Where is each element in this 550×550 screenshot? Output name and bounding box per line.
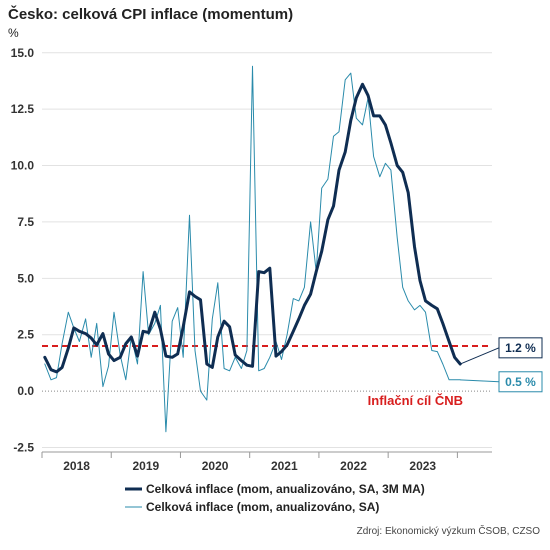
end-label-raw: 0.5 % <box>505 375 536 389</box>
legend: Celková inflace (mom, anualizováno, SA, … <box>125 482 425 514</box>
y-tick-label: 10.0 <box>11 159 35 173</box>
series-raw <box>44 65 461 433</box>
end-label-ma: 1.2 % <box>505 341 536 355</box>
y-tick-label: 12.5 <box>11 102 35 116</box>
series-ma <box>43 82 462 374</box>
y-tick-label: -2.5 <box>13 440 34 454</box>
grid-lines <box>42 52 492 448</box>
chart-title: Česko: celková CPI inflace (momentum) <box>8 6 294 23</box>
y-tick-label: 0.0 <box>17 384 34 398</box>
x-tick-label: 2023 <box>409 459 436 473</box>
x-axis: 2018 2019 2020 2021 2022 2023 <box>41 451 492 473</box>
y-tick-label: 7.5 <box>17 215 34 229</box>
target-label: Inflační cíl ČNB <box>368 393 463 408</box>
end-label-raw-leader <box>460 379 500 383</box>
y-tick-label: 15.0 <box>11 46 35 60</box>
y-tick-label: 2.5 <box>17 328 34 342</box>
target-line: Inflační cíl ČNB <box>42 344 492 408</box>
end-label-raw-box <box>498 371 543 393</box>
series-line-raw <box>44 65 461 433</box>
legend-label-raw: Celková inflace (mom, anualizováno, SA) <box>146 500 379 514</box>
x-tick-label: 2018 <box>63 459 90 473</box>
x-tick-label: 2021 <box>271 459 298 473</box>
x-tick-label: 2020 <box>202 459 229 473</box>
y-tick-label: 5.0 <box>17 271 34 285</box>
legend-label-ma: Celková inflace (mom, anualizováno, SA, … <box>146 482 425 496</box>
source-note: Zdroj: Ekonomický výzkum ČSOB, CZSO <box>356 526 540 537</box>
x-tick-label: 2022 <box>340 459 367 473</box>
y-unit-label: % <box>8 26 19 40</box>
series-line-ma <box>43 82 462 374</box>
y-tick-labels: -2.5 0.0 2.5 5.0 7.5 10.0 12.5 15.0 <box>11 46 35 455</box>
end-labels: 1.2 % 0.5 % <box>459 337 543 393</box>
x-tick-label: 2019 <box>132 459 159 473</box>
end-label-ma-box <box>498 337 543 359</box>
end-label-ma-leader <box>459 347 500 365</box>
